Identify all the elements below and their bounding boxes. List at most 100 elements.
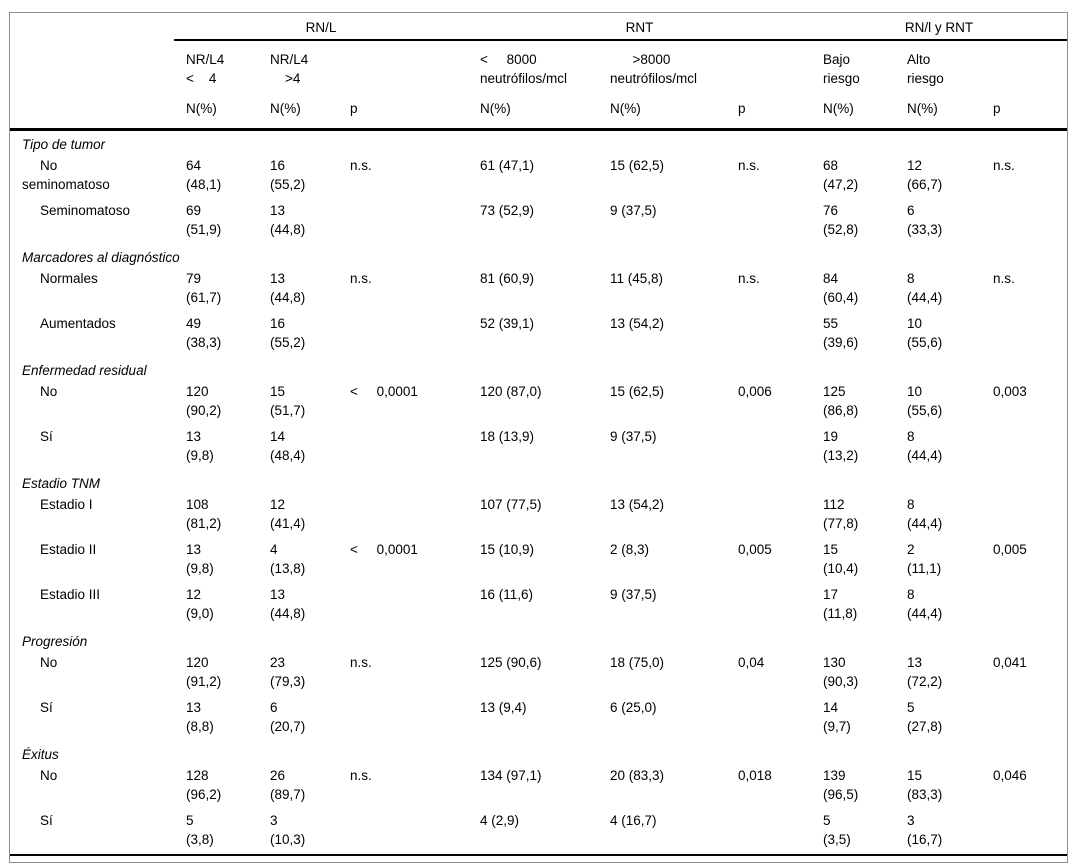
subheader-cell: N(%): [258, 94, 338, 131]
data-cell: 15 (83,3): [907, 768, 943, 802]
section-row: Éxitus: [10, 741, 1067, 764]
column-header: NR/L4 >4: [270, 52, 309, 86]
data-cell: 13 (9,8): [186, 542, 214, 576]
data-cell: 61 (47,1): [480, 158, 535, 173]
subheader-cell: N(%): [598, 94, 727, 131]
clinical-results-table: RN/L RNT RN/l y RNT NR/L4 < 4 NR/L4 >4 <…: [10, 13, 1068, 856]
table-row: Seminomatoso 69 (51,9) 13 (44,8) 73 (52,9) 9…: [10, 199, 1067, 244]
data-cell: [726, 312, 811, 357]
data-cell: [338, 493, 468, 538]
row-label: Sí: [40, 700, 53, 715]
data-cell: < 0,0001: [350, 384, 418, 399]
data-cell: 15 (62,5): [610, 384, 665, 399]
data-cell: [726, 493, 811, 538]
data-cell: 18 (75,0): [610, 655, 665, 670]
data-cell: n.s.: [993, 271, 1015, 286]
data-cell: 10 (55,6): [907, 384, 943, 418]
row-label: No seminomatoso: [22, 158, 110, 192]
data-cell: n.s.: [738, 158, 760, 173]
group-header-rnt: RNT: [468, 13, 812, 41]
subheader-cell: p: [726, 94, 812, 131]
subheader-cell: p: [981, 94, 1068, 131]
data-cell: 73 (52,9): [480, 203, 535, 218]
column-header: [981, 40, 1067, 94]
data-cell: 13 (54,2): [610, 316, 665, 331]
data-cell: 23 (79,3): [270, 655, 306, 689]
data-cell: 12 (9,0): [186, 587, 214, 621]
column-header: < 8000 neutrófilos/mcl: [480, 52, 568, 86]
data-cell: 125 (90,6): [480, 655, 542, 670]
data-cell: 76 (52,8): [823, 203, 859, 237]
data-cell: 6 (20,7): [270, 700, 306, 734]
data-cell: 6 (33,3): [907, 203, 943, 237]
data-cell: [726, 696, 811, 741]
data-cell: 0,006: [738, 384, 772, 399]
data-cell: 0,041: [993, 655, 1027, 670]
table-body: Tipo de tumor No seminomatoso 64 (48,1) 16 …: [10, 130, 1067, 856]
data-cell: 9 (37,5): [610, 203, 657, 218]
section-row: Enfermedad residual: [10, 357, 1067, 380]
column-header: >8000 neutrófilos/mcl: [610, 52, 698, 86]
data-cell: 130 (90,3): [823, 655, 859, 689]
data-cell: 20 (83,3): [610, 768, 665, 783]
row-label: No: [40, 655, 58, 670]
data-cell: 16 (55,2): [270, 316, 306, 350]
table-row: No 128 (96,2) 26 (89,7) n.s. 134 (97,1) 20 (8…: [10, 764, 1067, 809]
table-row: Estadio II 13 (9,8) 4 (13,8) < 0,0001 15 (10…: [10, 538, 1067, 583]
data-cell: 13 (44,8): [270, 271, 306, 305]
section-row: Tipo de tumor: [10, 130, 1067, 155]
data-cell: 15 (62,5): [610, 158, 665, 173]
group-header-rnl-y-rnt: RN/l y RNT: [811, 13, 1068, 41]
data-cell: 15 (10,4): [823, 542, 859, 576]
data-cell: n.s.: [350, 158, 372, 173]
data-cell: 4 (16,7): [610, 813, 657, 828]
table-row: Sí 13 (9,8) 14 (48,4) 18 (13,9) 9 (37,5) 19 (…: [10, 425, 1067, 470]
row-label: Normales: [40, 271, 98, 286]
stub-cell: [10, 13, 174, 40]
data-cell: 0,005: [738, 542, 772, 557]
data-cell: 13 (9,4): [480, 700, 527, 715]
data-cell: [726, 809, 811, 855]
table-header: RN/L RNT RN/l y RNT NR/L4 < 4 NR/L4 >4 <…: [10, 13, 1068, 131]
column-header: Bajo riesgo: [823, 52, 860, 86]
data-cell: 0,018: [738, 768, 772, 783]
data-cell: 107 (77,5): [480, 497, 542, 512]
data-cell: 52 (39,1): [480, 316, 535, 331]
table-row: Estadio III 12 (9,0) 13 (44,8) 16 (11,6) 9 (…: [10, 583, 1067, 628]
data-cell: 18 (13,9): [480, 429, 535, 444]
data-cell: 5 (3,8): [186, 813, 214, 847]
row-label: No: [40, 384, 58, 399]
data-cell: 13 (44,8): [270, 203, 306, 237]
table-row: No 120 (91,2) 23 (79,3) n.s. 125 (90,6) 18 (7…: [10, 651, 1067, 696]
row-label: Aumentados: [40, 316, 116, 331]
data-cell: 15 (10,9): [480, 542, 535, 557]
column-header: [726, 40, 811, 94]
row-label: Estadio III: [40, 587, 101, 602]
data-cell: 128 (96,2): [186, 768, 222, 802]
data-cell: 16 (11,6): [480, 587, 534, 602]
data-cell: [981, 583, 1067, 628]
data-cell: 0,04: [738, 655, 765, 670]
data-cell: 139 (96,5): [823, 768, 859, 802]
group-header-row: RN/L RNT RN/l y RNT: [10, 13, 1068, 41]
data-cell: 13 (54,2): [610, 497, 665, 512]
section-title: Tipo de tumor: [22, 137, 106, 152]
table-row: No seminomatoso 64 (48,1) 16 (55,2) n.s. 61 …: [10, 154, 1067, 199]
data-cell: 49 (38,3): [186, 316, 222, 350]
data-cell: 5 (27,8): [907, 700, 943, 734]
data-cell: [338, 199, 468, 244]
data-cell: [981, 425, 1067, 470]
data-cell: [338, 696, 468, 741]
table-row: Estadio I 108 (81,2) 12 (41,4) 107 (77,5) 13…: [10, 493, 1067, 538]
row-label: Sí: [40, 813, 53, 828]
data-cell: [726, 425, 811, 470]
data-cell: 68 (47,2): [823, 158, 859, 192]
data-cell: [981, 809, 1067, 855]
data-cell: 2 (11,1): [907, 542, 942, 576]
column-header-row: NR/L4 < 4 NR/L4 >4 < 8000 neutrófilos/mc…: [10, 40, 1067, 94]
data-cell: [981, 199, 1067, 244]
data-cell: [338, 312, 468, 357]
data-cell: [726, 583, 811, 628]
column-header: [338, 40, 468, 94]
data-cell: 19 (13,2): [823, 429, 859, 463]
